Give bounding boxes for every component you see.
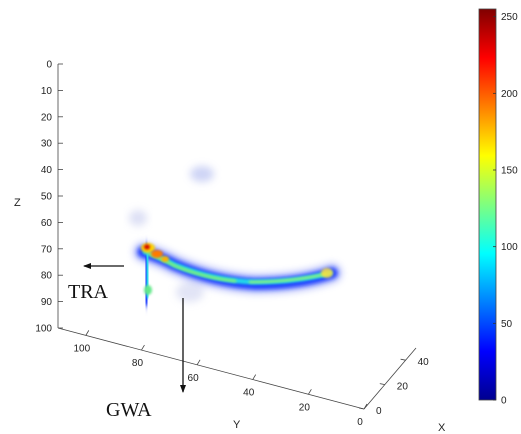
volume-render [129, 166, 341, 308]
x-tick-mark [379, 383, 385, 385]
x-tick-label: 20 [397, 382, 409, 393]
x-axis-label: X [438, 422, 446, 434]
y-axis-ticks: 100 80 60 40 20 0 [73, 330, 368, 428]
z-axis-label: Z [14, 197, 21, 209]
y-tick-label: 40 [243, 388, 255, 399]
y-tick-label: 100 [73, 343, 90, 354]
colorbar-tick-label: 200 [501, 89, 518, 100]
z-tick-label: 50 [41, 192, 53, 203]
x-tick-mark [358, 407, 365, 410]
z-tick-label: 60 [41, 218, 53, 229]
colorbar-tick-label: 100 [501, 242, 518, 253]
x-tick-label: 0 [376, 406, 382, 417]
colorbar-ticks: 0 50 100 150 200 250 [493, 12, 518, 407]
x-tick-label: 40 [418, 357, 430, 368]
y-tick-mark [363, 403, 368, 410]
y-tick-mark [196, 359, 201, 366]
x-tick-mark [400, 358, 406, 361]
z-tick-label: 30 [41, 139, 53, 150]
y-tick-mark [85, 330, 90, 336]
z-tick-label: 70 [41, 244, 53, 255]
z-tick-label: 10 [41, 86, 53, 97]
y-axis-line [57, 327, 365, 410]
z-tick-label: 40 [41, 165, 53, 176]
colorbar-tick-label: 0 [501, 396, 507, 407]
y-tick-label: 0 [357, 417, 363, 428]
x-axis-ticks: 0 20 40 [358, 357, 430, 417]
y-axis-label: Y [233, 419, 241, 431]
z-axis-ticks: 0 10 20 30 40 50 60 70 80 90 100 [35, 60, 63, 335]
x-axis-line [363, 347, 417, 410]
axes-frame [57, 64, 417, 410]
colorbar-tick-label: 50 [501, 319, 513, 330]
z-tick-label: 80 [41, 271, 53, 282]
colorbar [478, 8, 497, 401]
y-tick-mark [252, 374, 257, 380]
y-tick-mark [308, 389, 312, 395]
gwa-annotation: GWA [106, 399, 152, 421]
y-tick-label: 20 [299, 402, 311, 413]
z-tick-label: 20 [41, 112, 53, 123]
tra-annotation: TRA [68, 281, 109, 303]
y-tick-label: 60 [188, 373, 200, 384]
z-tick-label: 100 [35, 324, 52, 335]
z-tick-label: 0 [46, 60, 52, 71]
y-tick-label: 80 [132, 358, 144, 369]
z-tick-label: 90 [41, 297, 53, 308]
colorbar-tick-label: 150 [501, 166, 518, 177]
y-tick-mark [141, 344, 145, 351]
colorbar-tick-label: 250 [501, 12, 518, 23]
